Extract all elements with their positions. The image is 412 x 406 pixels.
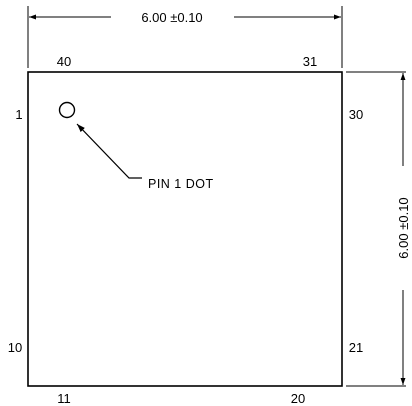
pin-label-30: 30 bbox=[349, 107, 363, 122]
package-body bbox=[27, 71, 343, 387]
pin-label-40: 40 bbox=[57, 54, 71, 69]
pin1-callout-label: PIN 1 DOT bbox=[148, 177, 214, 191]
pin-label-11: 11 bbox=[57, 391, 71, 406]
width-dimension-label: 6.00 ±0.10 bbox=[141, 10, 202, 25]
width-dimension bbox=[27, 6, 343, 68]
height-dimension bbox=[346, 71, 406, 387]
pin-label-31: 31 bbox=[303, 54, 317, 69]
pin1-dot bbox=[58, 101, 76, 119]
pin-label-21: 21 bbox=[349, 340, 363, 355]
pin-label-10: 10 bbox=[8, 340, 22, 355]
pin1-leader bbox=[76, 123, 142, 179]
pin-label-20: 20 bbox=[291, 391, 305, 406]
height-dimension-label: 6.00 ±0.10 bbox=[396, 197, 411, 258]
pin-label-1: 1 bbox=[15, 107, 22, 122]
